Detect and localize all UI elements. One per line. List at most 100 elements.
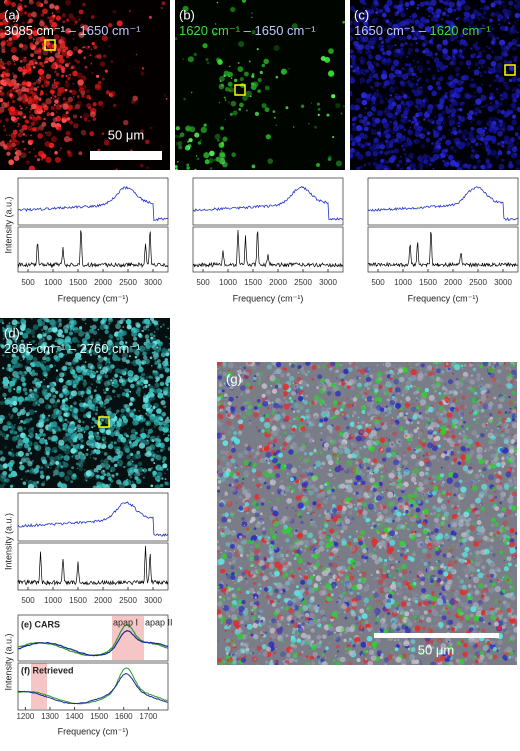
speckle — [70, 405, 73, 408]
speckle — [434, 31, 437, 34]
speckle — [89, 353, 93, 357]
speckle — [72, 373, 78, 379]
speckle — [44, 441, 48, 445]
speckle — [508, 478, 513, 483]
speckle — [238, 108, 242, 111]
speckle — [395, 567, 401, 573]
speckle — [34, 394, 39, 399]
speckle — [55, 24, 57, 26]
speckle — [470, 13, 476, 20]
speckle — [498, 69, 503, 74]
speckle — [375, 17, 379, 20]
speckle — [65, 130, 71, 136]
speckle — [27, 125, 33, 131]
speckle — [384, 110, 386, 113]
speckle — [24, 87, 30, 93]
speckle — [400, 42, 405, 48]
speckle — [9, 484, 14, 488]
speckle — [57, 338, 64, 345]
speckle — [58, 377, 64, 383]
speckle — [447, 115, 451, 119]
speckle — [214, 133, 221, 140]
speckle — [233, 581, 237, 585]
speckle — [142, 476, 146, 479]
speckle — [78, 31, 85, 38]
speckle — [334, 574, 340, 580]
speckle — [234, 663, 237, 665]
speckle — [374, 40, 377, 43]
speckle — [495, 103, 500, 108]
speckle — [409, 140, 412, 144]
speckle — [13, 396, 20, 403]
speckle — [114, 341, 120, 347]
speckle — [488, 116, 495, 123]
speckle — [134, 321, 141, 328]
speckle — [491, 27, 495, 31]
speckle — [27, 447, 32, 451]
speckle — [320, 567, 322, 569]
speckle — [442, 159, 445, 163]
speckle — [42, 416, 46, 420]
speckle — [169, 430, 170, 433]
speckle — [422, 99, 426, 103]
speckle — [478, 18, 481, 21]
speckle — [511, 119, 518, 126]
speckle — [29, 460, 33, 465]
speckle — [15, 324, 18, 327]
speckle — [27, 12, 33, 18]
speckle — [236, 658, 239, 661]
speckle — [396, 163, 400, 168]
speckle — [233, 78, 238, 83]
speckle — [407, 512, 411, 516]
speckle — [53, 469, 60, 476]
speckle — [346, 398, 349, 401]
speckle — [120, 437, 127, 443]
speckle — [268, 591, 273, 596]
speckle — [71, 89, 77, 96]
speckle — [152, 470, 157, 476]
speckle — [218, 101, 221, 104]
speckle — [257, 78, 262, 83]
speckle — [120, 413, 126, 419]
speckle — [99, 403, 104, 408]
speckle — [106, 408, 110, 412]
speckle — [61, 399, 66, 403]
speckle — [143, 355, 148, 360]
speckle — [514, 12, 520, 19]
speckle — [416, 60, 420, 64]
speckle — [463, 39, 466, 42]
speckle — [28, 341, 31, 344]
speckle — [97, 54, 102, 60]
speckle — [16, 435, 19, 438]
speckle — [30, 318, 34, 320]
speckle — [405, 158, 411, 163]
speckle — [328, 48, 334, 54]
speckle — [224, 625, 229, 630]
speckle — [500, 109, 506, 115]
speckle — [281, 412, 286, 417]
speckle — [217, 489, 221, 493]
speckle — [464, 117, 468, 120]
speckle — [20, 318, 25, 323]
speckle — [282, 391, 288, 397]
speckle — [93, 468, 98, 473]
speckle — [480, 7, 482, 10]
speckle — [78, 420, 82, 423]
speckle — [43, 480, 46, 483]
speckle — [57, 453, 64, 461]
speckle — [22, 332, 29, 339]
speckle — [338, 632, 343, 636]
speckle — [24, 134, 27, 137]
speckle — [354, 365, 359, 370]
speckle — [129, 439, 132, 441]
speckle — [82, 24, 89, 31]
speckle — [157, 392, 164, 399]
speckle — [293, 446, 300, 453]
speckle — [508, 395, 511, 399]
speckle — [119, 350, 122, 352]
speckle — [321, 653, 325, 657]
speckle — [409, 15, 412, 18]
speckle — [49, 364, 54, 368]
speckle — [337, 547, 340, 551]
speckle — [97, 100, 104, 106]
